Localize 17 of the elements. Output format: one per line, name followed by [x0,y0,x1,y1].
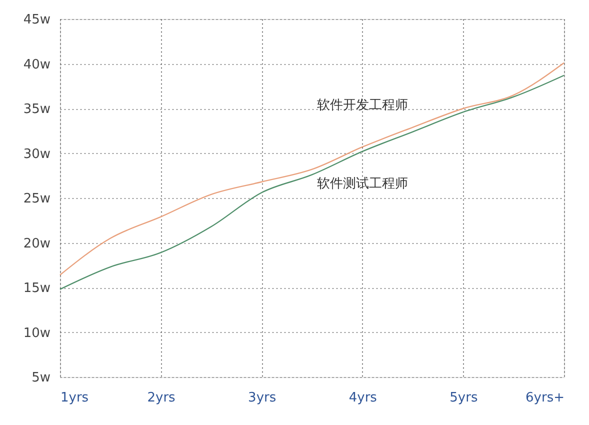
y-tick-label: 35w [23,102,51,117]
x-tick-label: 4yrs [348,390,378,406]
y-tick-label: 45w [23,12,51,28]
y-tick-label: 15w [23,281,51,296]
x-tick-label: 6yrs+ [526,390,564,406]
y-tick-label: 10w [23,326,51,341]
series-label: 软件测试工程师 [316,176,408,192]
y-tick-label: 20w [23,236,51,252]
x-tick-label: 3yrs [248,390,276,406]
x-tick-label: 1yrs [60,390,89,406]
y-tick-label: 40w [23,57,51,72]
x-tick-label: 2yrs [147,390,176,406]
x-tick-label: 5yrs [450,390,478,406]
y-tick-label: 25w [23,192,51,206]
series-label: 软件开发工程师 [316,98,408,113]
y-tick-label: 5w [32,370,51,386]
y-tick-label: 30w [23,146,51,162]
